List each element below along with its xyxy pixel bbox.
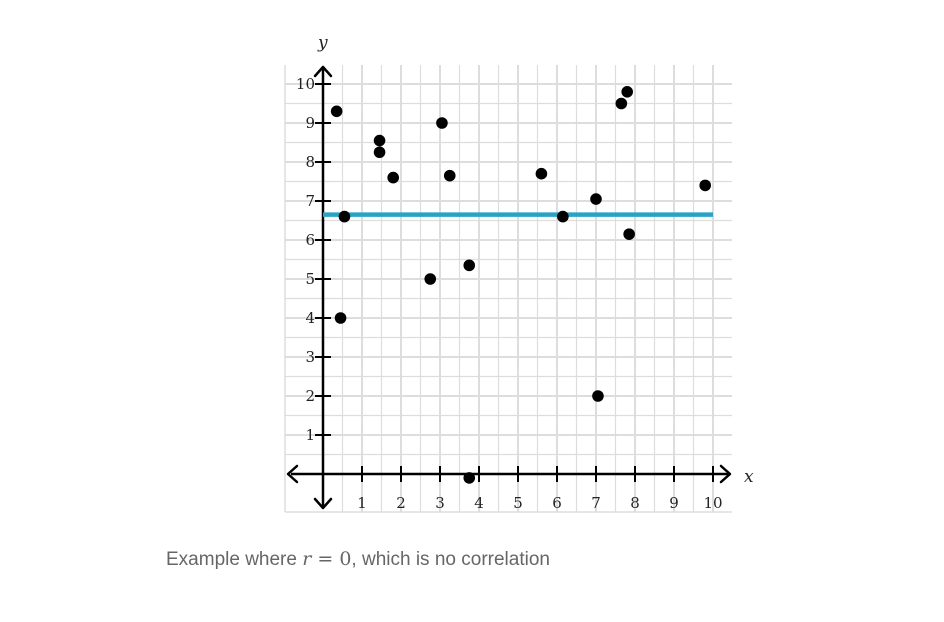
grid bbox=[284, 65, 732, 513]
y-axis-arrow-up bbox=[313, 65, 333, 78]
caption-suffix: , which is no correlation bbox=[351, 549, 550, 570]
data-point bbox=[615, 97, 628, 110]
y-tick-label: 8 bbox=[305, 153, 315, 171]
data-point bbox=[535, 167, 548, 180]
x-axis-arrow-left bbox=[286, 464, 299, 484]
x-tick-label: 1 bbox=[357, 494, 367, 512]
axes bbox=[286, 65, 732, 510]
x-axis-arrow-right bbox=[719, 464, 732, 484]
y-axis-label: y bbox=[317, 33, 328, 53]
x-tick-label: 10 bbox=[703, 494, 722, 512]
data-point bbox=[424, 273, 437, 285]
x-tick-label: 4 bbox=[474, 494, 484, 512]
y-tick-label: 6 bbox=[305, 231, 315, 249]
caption-variable: r bbox=[302, 548, 312, 570]
data-point bbox=[590, 193, 602, 205]
x-tick-label: 6 bbox=[552, 494, 562, 512]
data-point bbox=[463, 259, 476, 272]
caption-equals: = 0 bbox=[311, 548, 352, 570]
data-point bbox=[557, 210, 569, 223]
data-point bbox=[334, 312, 347, 324]
y-tick-label: 3 bbox=[305, 348, 315, 366]
data-point bbox=[592, 390, 604, 402]
caption-prefix: Example where bbox=[166, 549, 303, 570]
y-tick-label: 5 bbox=[305, 270, 315, 288]
data-point bbox=[463, 472, 476, 484]
ticks bbox=[315, 83, 714, 482]
y-tick-label: 1 bbox=[305, 426, 315, 444]
data-point bbox=[330, 105, 343, 118]
x-axis-label: x bbox=[744, 467, 754, 487]
y-tick-label: 9 bbox=[305, 114, 315, 132]
scatter-chart: 1 2 3 4 5 6 7 8 9 10 1 2 3 4 5 6 7 8 9 10 x y bbox=[284, 33, 754, 513]
data-points bbox=[330, 86, 711, 484]
data-point bbox=[621, 86, 633, 98]
data-point bbox=[373, 146, 386, 159]
y-tick-label: 10 bbox=[296, 75, 315, 93]
data-point bbox=[443, 169, 456, 182]
x-tick-label: 3 bbox=[435, 494, 445, 512]
x-tick-label: 9 bbox=[669, 494, 679, 512]
y-tick-label: 7 bbox=[305, 192, 315, 210]
y-axis-arrow-down bbox=[313, 497, 333, 510]
x-tick-label: 7 bbox=[591, 494, 601, 512]
data-point bbox=[387, 171, 400, 184]
data-point bbox=[699, 179, 711, 192]
tick-labels: 1 2 3 4 5 6 7 8 9 10 1 2 3 4 5 6 7 8 9 10 bbox=[296, 75, 723, 512]
y-tick-label: 2 bbox=[305, 387, 315, 405]
data-point bbox=[373, 134, 386, 147]
x-tick-label: 5 bbox=[513, 494, 523, 512]
data-point bbox=[338, 210, 351, 223]
data-point bbox=[436, 117, 448, 129]
data-point bbox=[623, 228, 635, 240]
y-tick-label: 4 bbox=[305, 309, 315, 327]
x-tick-label: 2 bbox=[396, 494, 406, 512]
chart-caption: Example where r = 0, which is no correla… bbox=[166, 548, 550, 571]
x-tick-label: 8 bbox=[630, 494, 640, 512]
